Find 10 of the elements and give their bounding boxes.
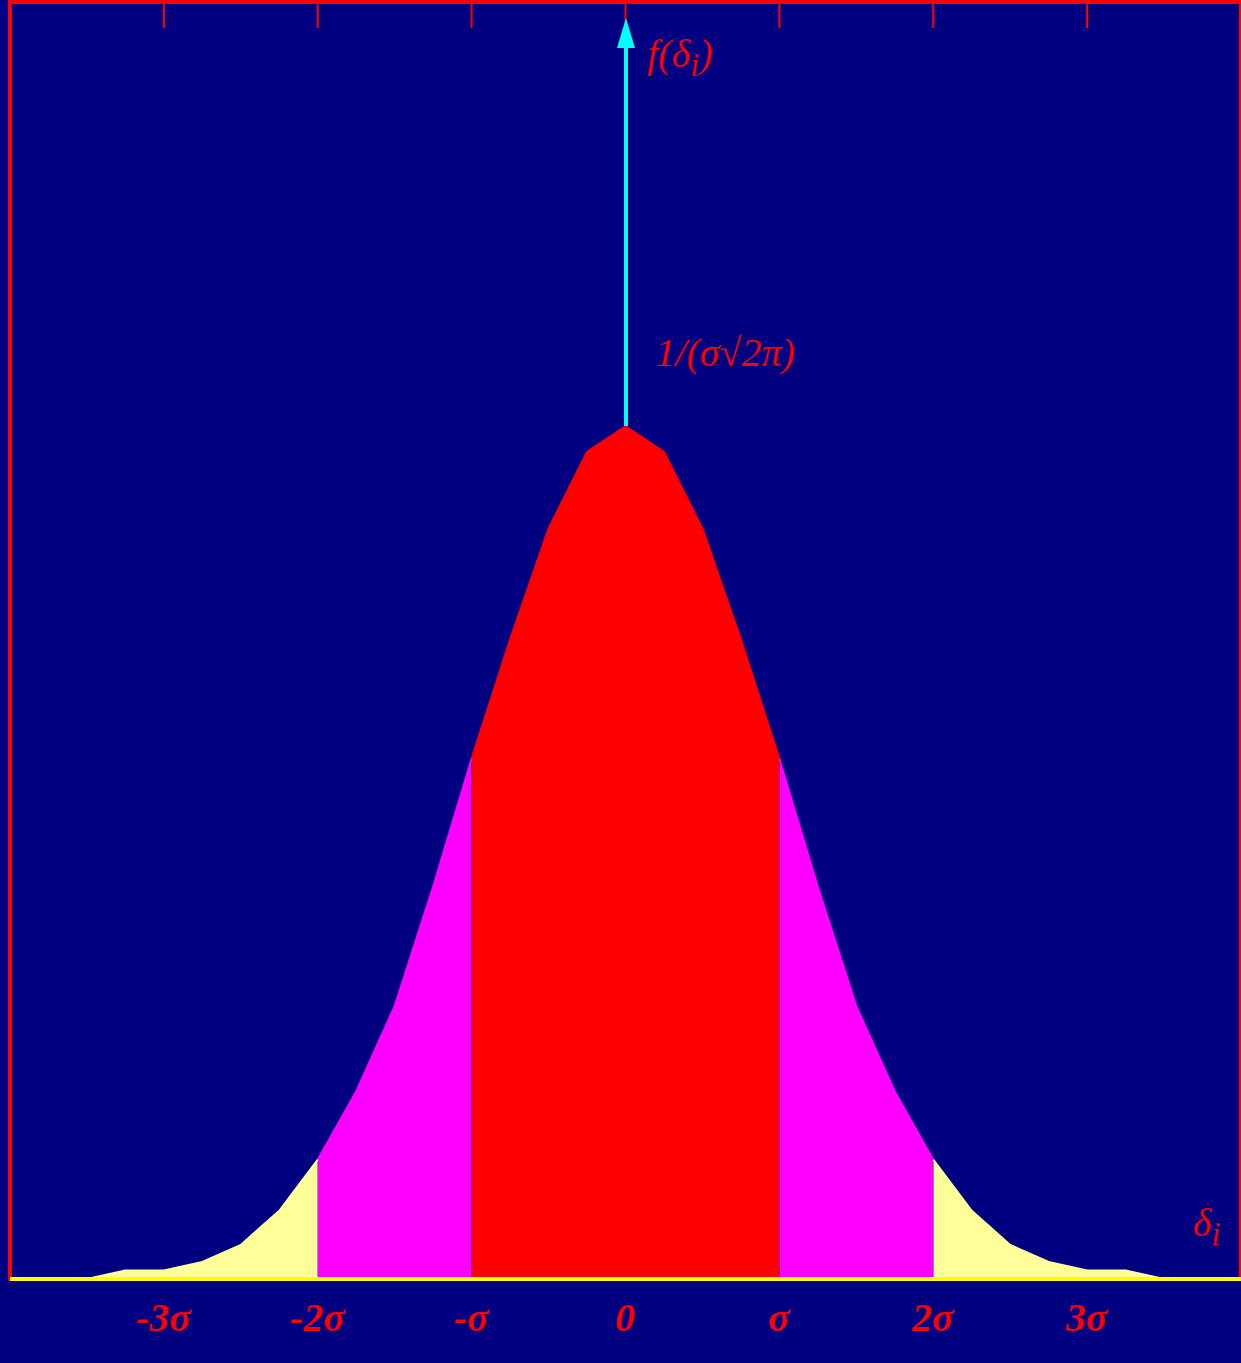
- x-tick-label: 2σ: [911, 1295, 956, 1341]
- x-axis-title: δ$_{i}$: [1193, 1199, 1221, 1253]
- x-tick-label: -3σ: [136, 1295, 193, 1341]
- text: f(δ$_{i}$): [647, 30, 714, 84]
- annotation: 1/(σ√2π): [655, 330, 796, 376]
- x-tick-label: 3σ: [1065, 1295, 1110, 1341]
- x-tick-label: σ: [768, 1295, 792, 1341]
- x-tick-label: 0: [615, 1295, 636, 1341]
- x-tick-label: -σ: [454, 1295, 491, 1341]
- x-tick-label: -2σ: [290, 1295, 347, 1341]
